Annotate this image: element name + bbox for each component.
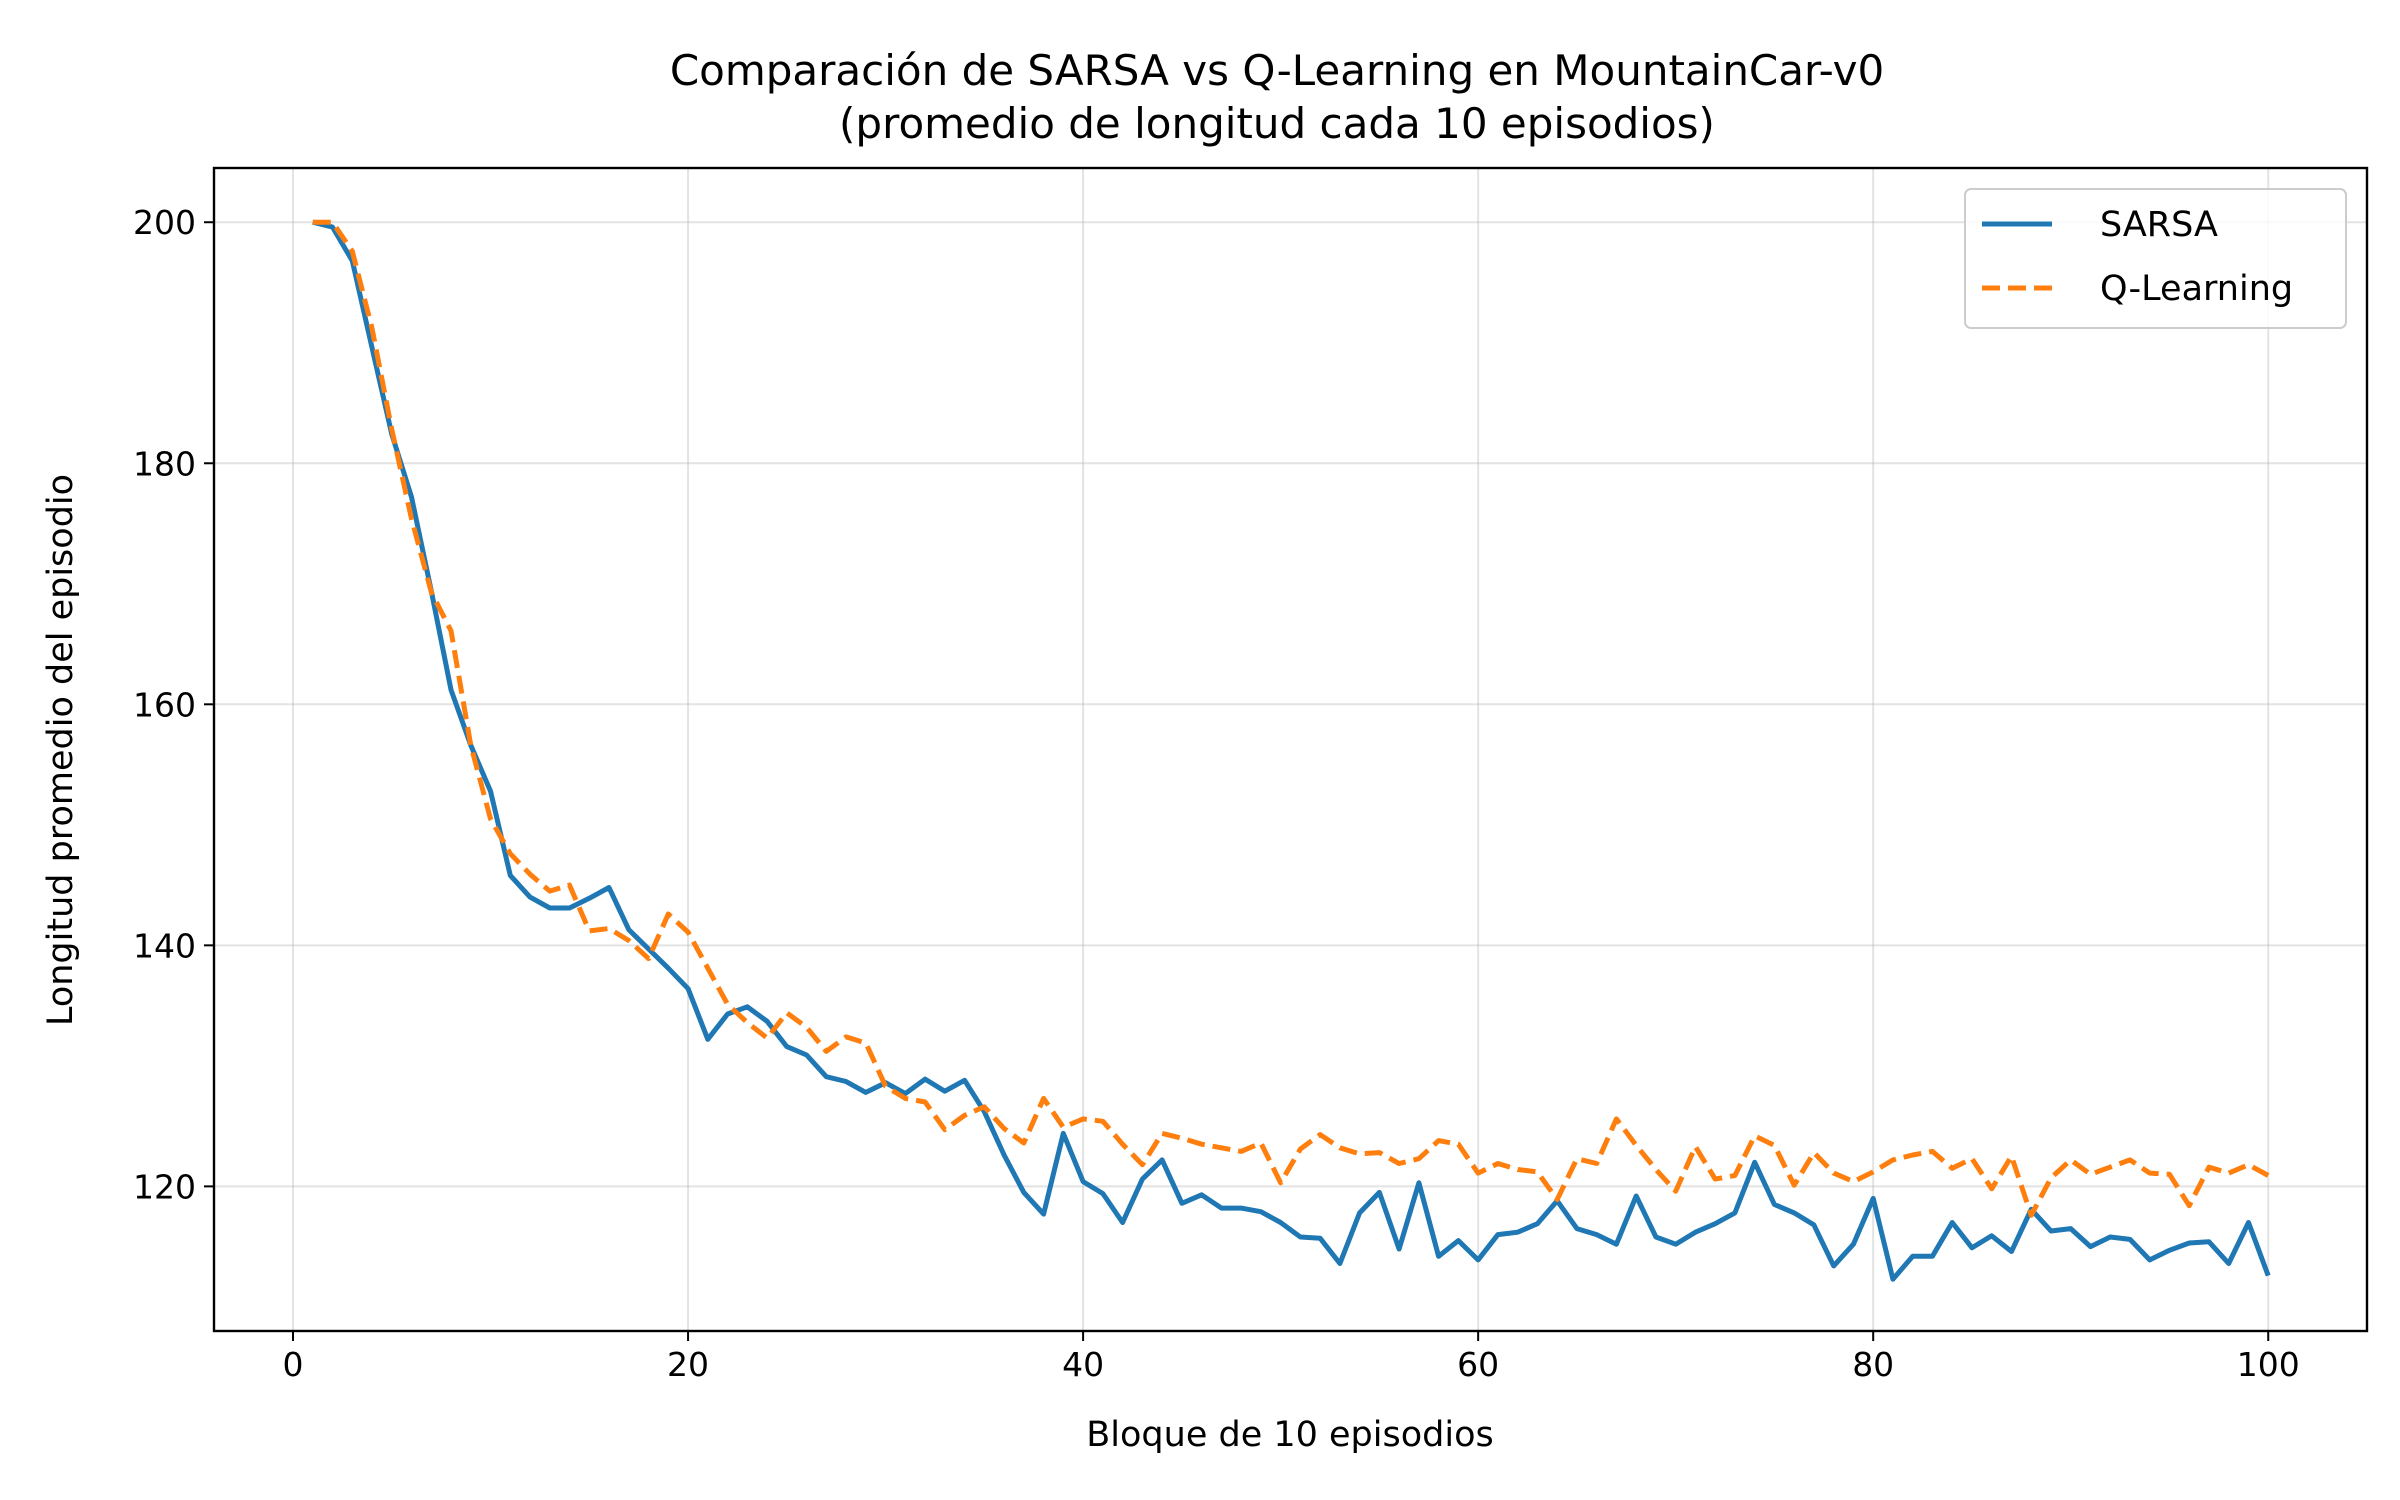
y-axis: 120 140 160 180 200 <box>133 203 214 1206</box>
y-tick-label: 140 <box>133 926 196 965</box>
y-tick-label: 200 <box>133 203 196 242</box>
x-tick-label: 20 <box>667 1345 709 1384</box>
x-axis-label: Bloque de 10 episodios <box>1086 1415 1493 1455</box>
y-tick-label: 180 <box>133 444 196 483</box>
y-axis-label: Longitud promedio del episodio <box>41 474 81 1026</box>
plot-lines <box>312 219 2271 1282</box>
legend-label-q-learning: Q-Learning <box>2100 269 2293 309</box>
legend-label-sarsa: SARSA <box>2100 205 2218 245</box>
x-tick-label: 40 <box>1062 1345 1104 1384</box>
y-tick-label: 160 <box>133 685 196 724</box>
chart-title: Comparación de SARSA vs Q-Learning en Mo… <box>670 46 1884 95</box>
series-line-sarsa <box>312 219 2271 1282</box>
series-line-q-learning <box>312 219 2270 1218</box>
legend: SARSA Q-Learning <box>1964 188 2347 329</box>
legend-box <box>1964 188 2347 329</box>
plot-frame <box>212 166 2369 1333</box>
y-tick-label: 120 <box>133 1167 196 1206</box>
x-tick-label: 100 <box>2237 1345 2300 1384</box>
x-tick-label: 80 <box>1852 1345 1894 1384</box>
chart-subtitle: (promedio de longitud cada 10 episodios) <box>839 99 1715 148</box>
x-tick-label: 0 <box>283 1345 304 1384</box>
x-axis: 0 20 40 60 80 100 <box>283 1331 2300 1384</box>
x-tick-label: 60 <box>1457 1345 1499 1384</box>
